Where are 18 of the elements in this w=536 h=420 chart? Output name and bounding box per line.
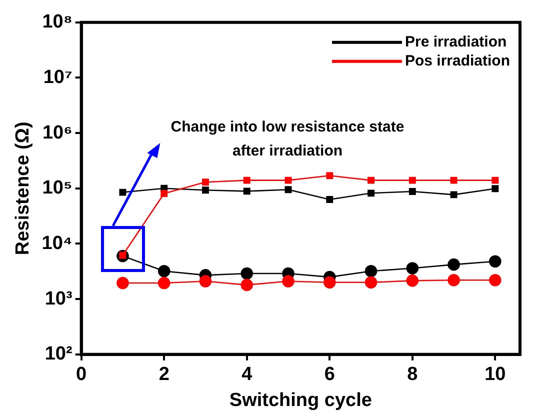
annotation: Change into low resistance state after irradiation (170, 118, 404, 160)
y-tick-label: 10⁷ (43, 66, 72, 88)
y-tick-label: 10⁶ (42, 122, 72, 144)
y-tick-label: 10⁸ (42, 12, 72, 33)
y-tick-label: 10³ (44, 288, 72, 310)
y-tick-label: 10⁴ (42, 232, 72, 254)
y-axis-title: Resistence (Ω) (12, 122, 34, 256)
x-tick-label: 0 (76, 364, 87, 386)
legend-label: Pre irradiation (404, 34, 507, 51)
x-tick-label: 8 (407, 364, 418, 386)
x-tick-label: 4 (242, 364, 253, 386)
legend-label: Pos irradiation (404, 52, 510, 70)
y-tick-label: 10² (44, 344, 72, 365)
x-tick-label: 2 (158, 364, 170, 386)
x-axis-title: Switching cycle (229, 390, 372, 411)
x-tick-label: 10 (484, 364, 506, 386)
y-tick-label: 10⁵ (42, 178, 72, 199)
x-tick-label: 6 (324, 364, 335, 386)
